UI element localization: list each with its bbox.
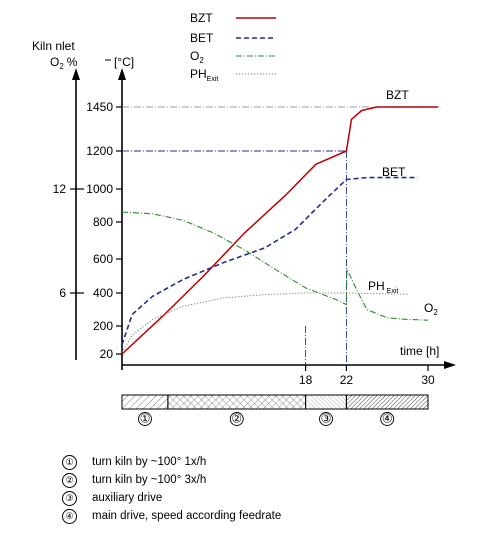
legend-label-main: BET bbox=[190, 31, 214, 45]
temp-axis-unit: [°C] bbox=[114, 55, 134, 69]
o2-axis-arrow bbox=[72, 68, 80, 80]
x-tick-label: 18 bbox=[299, 373, 313, 387]
phase-note-text: turn kiln by ~100° 1x/h bbox=[92, 456, 207, 468]
phase-marker: ② bbox=[231, 412, 242, 426]
phase-marker: ④ bbox=[382, 412, 393, 426]
phase-note-marker: ② bbox=[62, 472, 77, 488]
legend-label-sub: 2 bbox=[199, 56, 204, 65]
series-line-bzt bbox=[121, 106, 439, 355]
phase-marker: ③ bbox=[321, 412, 332, 426]
temp-ticks: 20 200 400 600 800 1000 1200 1450 bbox=[86, 100, 122, 361]
phase-note-text: auxiliary drive bbox=[92, 492, 163, 504]
legend-label-main: PH bbox=[190, 67, 207, 81]
phase-note: ① turn kiln by ~100° 1x/h bbox=[62, 453, 281, 471]
phase-segment bbox=[121, 394, 169, 410]
phase-note-marker: ④ bbox=[62, 508, 77, 524]
legend-label: BET bbox=[190, 31, 214, 45]
temp-tick-label: 1200 bbox=[86, 144, 113, 158]
temp-tick-label: 20 bbox=[100, 347, 114, 361]
o2-tick-label: 6 bbox=[59, 286, 66, 300]
series-line-ph bbox=[121, 292, 408, 353]
ph-curve-label: PH Exit bbox=[368, 279, 398, 295]
time-axis-arrow bbox=[444, 361, 456, 369]
legend-label-sub: Exit bbox=[207, 76, 219, 83]
time-axis-label: time [h] bbox=[400, 344, 439, 358]
phase-marker-circle bbox=[229, 412, 244, 426]
phase-notes: ① turn kiln by ~100° 1x/h ② turn kiln by ~… bbox=[62, 453, 281, 525]
x-ticks: 18 22 30 bbox=[299, 365, 435, 387]
temp-tick-label: 800 bbox=[93, 215, 113, 229]
o2-curve-label: O2 bbox=[424, 301, 438, 317]
temp-tick-label: 1450 bbox=[86, 100, 113, 114]
guide-lines bbox=[122, 106, 439, 365]
phase-note: ④ main drive, speed according feedrate bbox=[62, 507, 281, 525]
left-axis-title: Kiln nlet bbox=[32, 39, 75, 53]
phase-marker-circle bbox=[380, 412, 395, 426]
phase-note-marker: ③ bbox=[62, 490, 77, 506]
legend-label: O2 bbox=[190, 49, 204, 65]
x-tick-label: 30 bbox=[421, 373, 435, 387]
phase-marker: ① bbox=[140, 412, 151, 426]
o2-tick-label: 12 bbox=[53, 182, 67, 196]
legend-label: BZT bbox=[190, 11, 213, 25]
bzt-curve-label: BZT bbox=[386, 88, 409, 102]
phase-segment bbox=[167, 394, 307, 410]
temp-axis-arrow bbox=[118, 68, 126, 80]
o2-axis-label: O2% bbox=[50, 55, 78, 71]
legend: BZT BET O2 PHExit bbox=[190, 11, 276, 83]
phase-note: ③ auxiliary drive bbox=[62, 489, 281, 507]
o2-ticks: 6 12 bbox=[53, 182, 84, 300]
temp-tick-label: 400 bbox=[93, 286, 113, 300]
phase-marker-circle bbox=[137, 412, 152, 426]
phase-note-text: turn kiln by ~100° 3x/h bbox=[92, 474, 207, 486]
series-line-bet bbox=[121, 176, 418, 345]
bet-curve-label: BET bbox=[382, 165, 406, 179]
phase-marker-circle bbox=[319, 412, 333, 426]
phase-bar: ① ② ③ ④ bbox=[121, 394, 429, 426]
series-line-o bbox=[121, 211, 429, 321]
x-tick-label: 22 bbox=[340, 373, 354, 387]
phase-note-marker: ① bbox=[62, 454, 77, 470]
phase-note-text: main drive, speed according feedrate bbox=[92, 510, 282, 522]
phase-segment bbox=[305, 394, 347, 410]
temp-tick-label: 200 bbox=[93, 319, 113, 333]
temp-tick-label: 600 bbox=[93, 252, 113, 266]
legend-label-main: O bbox=[190, 49, 199, 63]
phase-segment bbox=[345, 394, 429, 410]
series-lines bbox=[121, 106, 439, 355]
legend-label-main: BZT bbox=[190, 11, 213, 25]
temp-tick-label: 1000 bbox=[86, 182, 113, 196]
phase-note: ② turn kiln by ~100° 3x/h bbox=[62, 471, 281, 489]
legend-label: PHExit bbox=[190, 67, 218, 83]
